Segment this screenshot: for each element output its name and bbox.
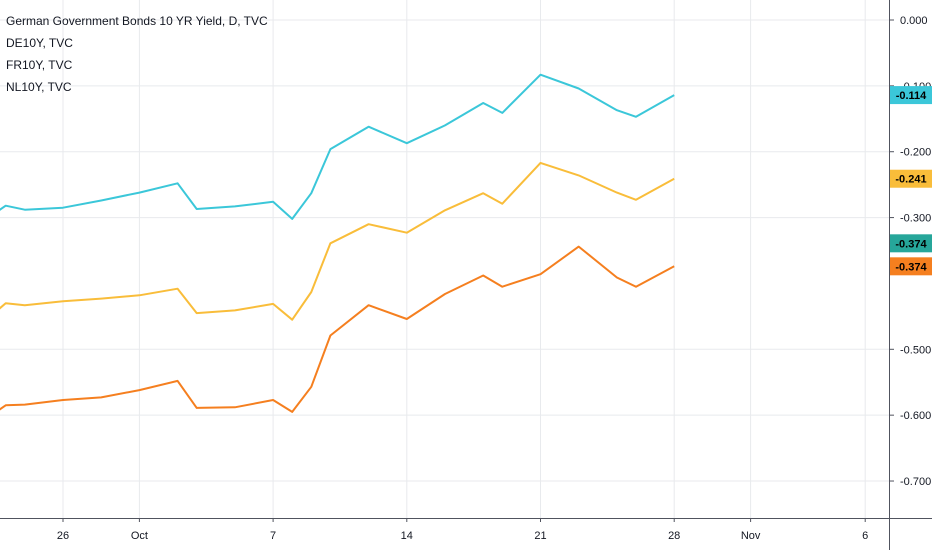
price-badges: -0.114 -0.241 -0.374 -0.374 — [890, 86, 932, 276]
series-line-fr10y — [0, 161, 675, 321]
price-badge-fr10y: -0.241 — [895, 174, 926, 186]
y-tick-label: -0.500 — [900, 344, 931, 356]
price-badge-teal-bg — [890, 234, 932, 253]
price-badge-teal: -0.374 — [895, 238, 927, 250]
time-axis[interactable]: 26 Oct 7 14 21 28 Nov 6 — [0, 518, 932, 542]
legend-title[interactable]: German Government Bonds 10 YR Yield, D, … — [6, 14, 268, 28]
legend-item-de10y[interactable]: DE10Y, TVC — [6, 36, 73, 50]
price-axis[interactable]: 0.000-0.100-0.200-0.300-0.500-0.600-0.70… — [889, 0, 931, 550]
series-line-nl10y — [0, 245, 675, 413]
price-badge-nl10y-bg — [890, 257, 932, 276]
price-badge-fr10y-bg — [890, 169, 932, 188]
y-tick-label: -0.300 — [900, 213, 931, 225]
x-tick-label: 28 — [668, 530, 680, 542]
y-tick-label: -0.600 — [900, 410, 931, 422]
x-tick-label: 6 — [862, 530, 868, 542]
y-tick-label: -0.200 — [900, 147, 931, 159]
grid-lines — [0, 0, 889, 518]
y-tick-label: 0.000 — [900, 15, 928, 27]
chart-legend: German Government Bonds 10 YR Yield, D, … — [6, 10, 268, 98]
series-lines — [0, 73, 675, 413]
x-tick-label: 7 — [270, 530, 276, 542]
legend-item-fr10y[interactable]: FR10Y, TVC — [6, 58, 73, 72]
x-tick-label: 26 — [57, 530, 69, 542]
x-tick-label: Oct — [131, 530, 148, 542]
x-tick-label: 21 — [534, 530, 546, 542]
price-badge-nl10y: -0.374 — [895, 261, 927, 273]
price-badge-de10y-bg — [890, 86, 932, 105]
legend-item-nl10y[interactable]: NL10Y, TVC — [6, 80, 72, 94]
x-tick-label: 14 — [401, 530, 413, 542]
price-badge-de10y: -0.114 — [896, 90, 927, 102]
x-tick-label: Nov — [741, 530, 761, 542]
y-tick-label: -0.700 — [900, 476, 931, 488]
